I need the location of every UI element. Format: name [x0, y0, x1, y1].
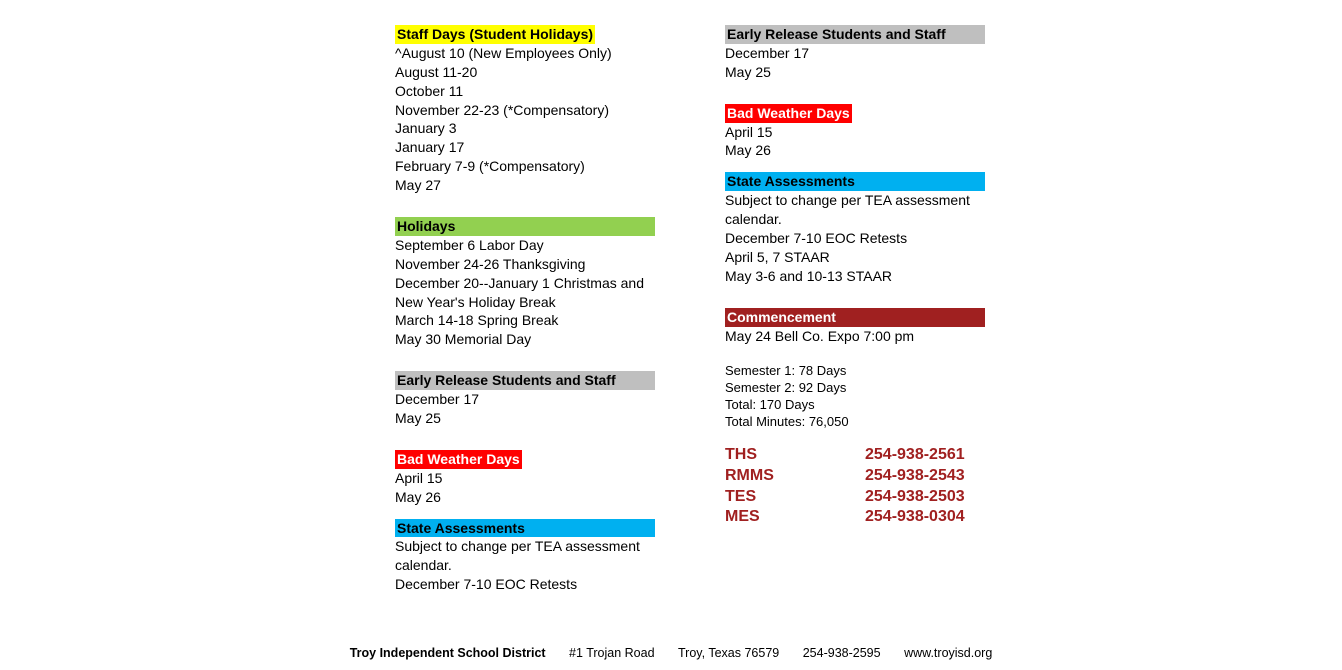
list-item: November 24-26 Thanksgiving: [395, 255, 655, 274]
footer-address: #1 Trojan Road: [569, 646, 654, 660]
early-release-section-right: Early Release Students and Staff Decembe…: [725, 25, 985, 82]
list-item: March 14-18 Spring Break: [395, 311, 655, 330]
stat-line: Semester 1: 78 Days: [725, 363, 985, 380]
list-item: December 20--January 1 Christmas and New…: [395, 274, 655, 312]
early-release-header: Early Release Students and Staff: [395, 371, 655, 390]
list-item: December 7-10 EOC Retests: [725, 229, 985, 248]
phone-row: TES 254-938-2503: [725, 487, 985, 508]
early-release-items: December 17 May 25: [725, 44, 985, 82]
list-item: May 24 Bell Co. Expo 7:00 pm: [725, 327, 985, 346]
early-release-section-left: Early Release Students and Staff Decembe…: [395, 371, 655, 428]
list-item: May 3-6 and 10-13 STAAR: [725, 267, 985, 286]
bad-weather-items: April 15 May 26: [395, 469, 655, 507]
phone-row: MES 254-938-0304: [725, 507, 985, 528]
footer-web: www.troyisd.org: [904, 646, 992, 660]
holidays-section: Holidays September 6 Labor Day November …: [395, 217, 655, 349]
state-assessments-items: Subject to change per TEA assessment cal…: [725, 191, 985, 285]
list-item: April 15: [395, 469, 655, 488]
school-phones: THS 254-938-2561 RMMS 254-938-2543 TES 2…: [725, 445, 985, 528]
list-item: May 26: [725, 141, 985, 160]
staff-days-header: Staff Days (Student Holidays): [395, 25, 595, 44]
staff-days-items: ^August 10 (New Employees Only) August 1…: [395, 44, 655, 195]
holidays-header: Holidays: [395, 217, 655, 236]
holidays-items: September 6 Labor Day November 24-26 Tha…: [395, 236, 655, 349]
list-item: ^August 10 (New Employees Only): [395, 44, 655, 63]
list-item: November 22-23 (*Compensatory): [395, 101, 655, 120]
school-code: MES: [725, 507, 865, 528]
bad-weather-header: Bad Weather Days: [395, 450, 522, 469]
right-column: Early Release Students and Staff Decembe…: [725, 25, 985, 616]
bad-weather-items: April 15 May 26: [725, 123, 985, 161]
school-phone: 254-938-2561: [865, 445, 965, 466]
state-assessments-header: State Assessments: [725, 172, 985, 191]
list-item: April 5, 7 STAAR: [725, 248, 985, 267]
commencement-items: May 24 Bell Co. Expo 7:00 pm: [725, 327, 985, 346]
list-item: January 17: [395, 138, 655, 157]
phone-row: THS 254-938-2561: [725, 445, 985, 466]
list-item: September 6 Labor Day: [395, 236, 655, 255]
semester-stats: Semester 1: 78 Days Semester 2: 92 Days …: [725, 363, 985, 431]
bad-weather-section-left: Bad Weather Days April 15 May 26: [395, 450, 655, 507]
staff-days-section: Staff Days (Student Holidays) ^August 10…: [395, 25, 655, 195]
phone-row: RMMS 254-938-2543: [725, 466, 985, 487]
left-column: Staff Days (Student Holidays) ^August 10…: [395, 25, 655, 616]
school-code: RMMS: [725, 466, 865, 487]
footer-phone: 254-938-2595: [803, 646, 881, 660]
list-item: October 11: [395, 82, 655, 101]
list-item: May 30 Memorial Day: [395, 330, 655, 349]
list-item: April 15: [725, 123, 985, 142]
list-item: December 17: [395, 390, 655, 409]
school-code: THS: [725, 445, 865, 466]
school-phone: 254-938-0304: [865, 507, 965, 528]
school-code: TES: [725, 487, 865, 508]
list-item: May 26: [395, 488, 655, 507]
commencement-section: Commencement May 24 Bell Co. Expo 7:00 p…: [725, 308, 985, 346]
list-item: May 25: [395, 409, 655, 428]
list-item: May 25: [725, 63, 985, 82]
list-item: Subject to change per TEA assessment cal…: [725, 191, 985, 229]
footer-city: Troy, Texas 76579: [678, 646, 779, 660]
list-item: December 17: [725, 44, 985, 63]
early-release-items: December 17 May 25: [395, 390, 655, 428]
footer-district: Troy Independent School District: [350, 646, 546, 660]
bad-weather-header: Bad Weather Days: [725, 104, 852, 123]
commencement-header: Commencement: [725, 308, 985, 327]
early-release-header: Early Release Students and Staff: [725, 25, 985, 44]
stat-line: Total Minutes: 76,050: [725, 414, 985, 431]
school-phone: 254-938-2503: [865, 487, 965, 508]
list-item: May 27: [395, 176, 655, 195]
footer: Troy Independent School District #1 Troj…: [0, 616, 1342, 670]
list-item: February 7-9 (*Compensatory): [395, 157, 655, 176]
stat-line: Semester 2: 92 Days: [725, 380, 985, 397]
list-item: August 11-20: [395, 63, 655, 82]
list-item: December 7-10 EOC Retests: [395, 575, 655, 594]
stat-line: Total: 170 Days: [725, 397, 985, 414]
state-assessments-section-left: State Assessments Subject to change per …: [395, 519, 655, 595]
list-item: Subject to change per TEA assessment cal…: [395, 537, 655, 575]
bad-weather-section-right: Bad Weather Days April 15 May 26: [725, 104, 985, 161]
calendar-page: Staff Days (Student Holidays) ^August 10…: [0, 0, 1342, 616]
state-assessments-section-right: State Assessments Subject to change per …: [725, 172, 985, 285]
school-phone: 254-938-2543: [865, 466, 965, 487]
state-assessments-items: Subject to change per TEA assessment cal…: [395, 537, 655, 594]
list-item: January 3: [395, 119, 655, 138]
state-assessments-header: State Assessments: [395, 519, 655, 538]
